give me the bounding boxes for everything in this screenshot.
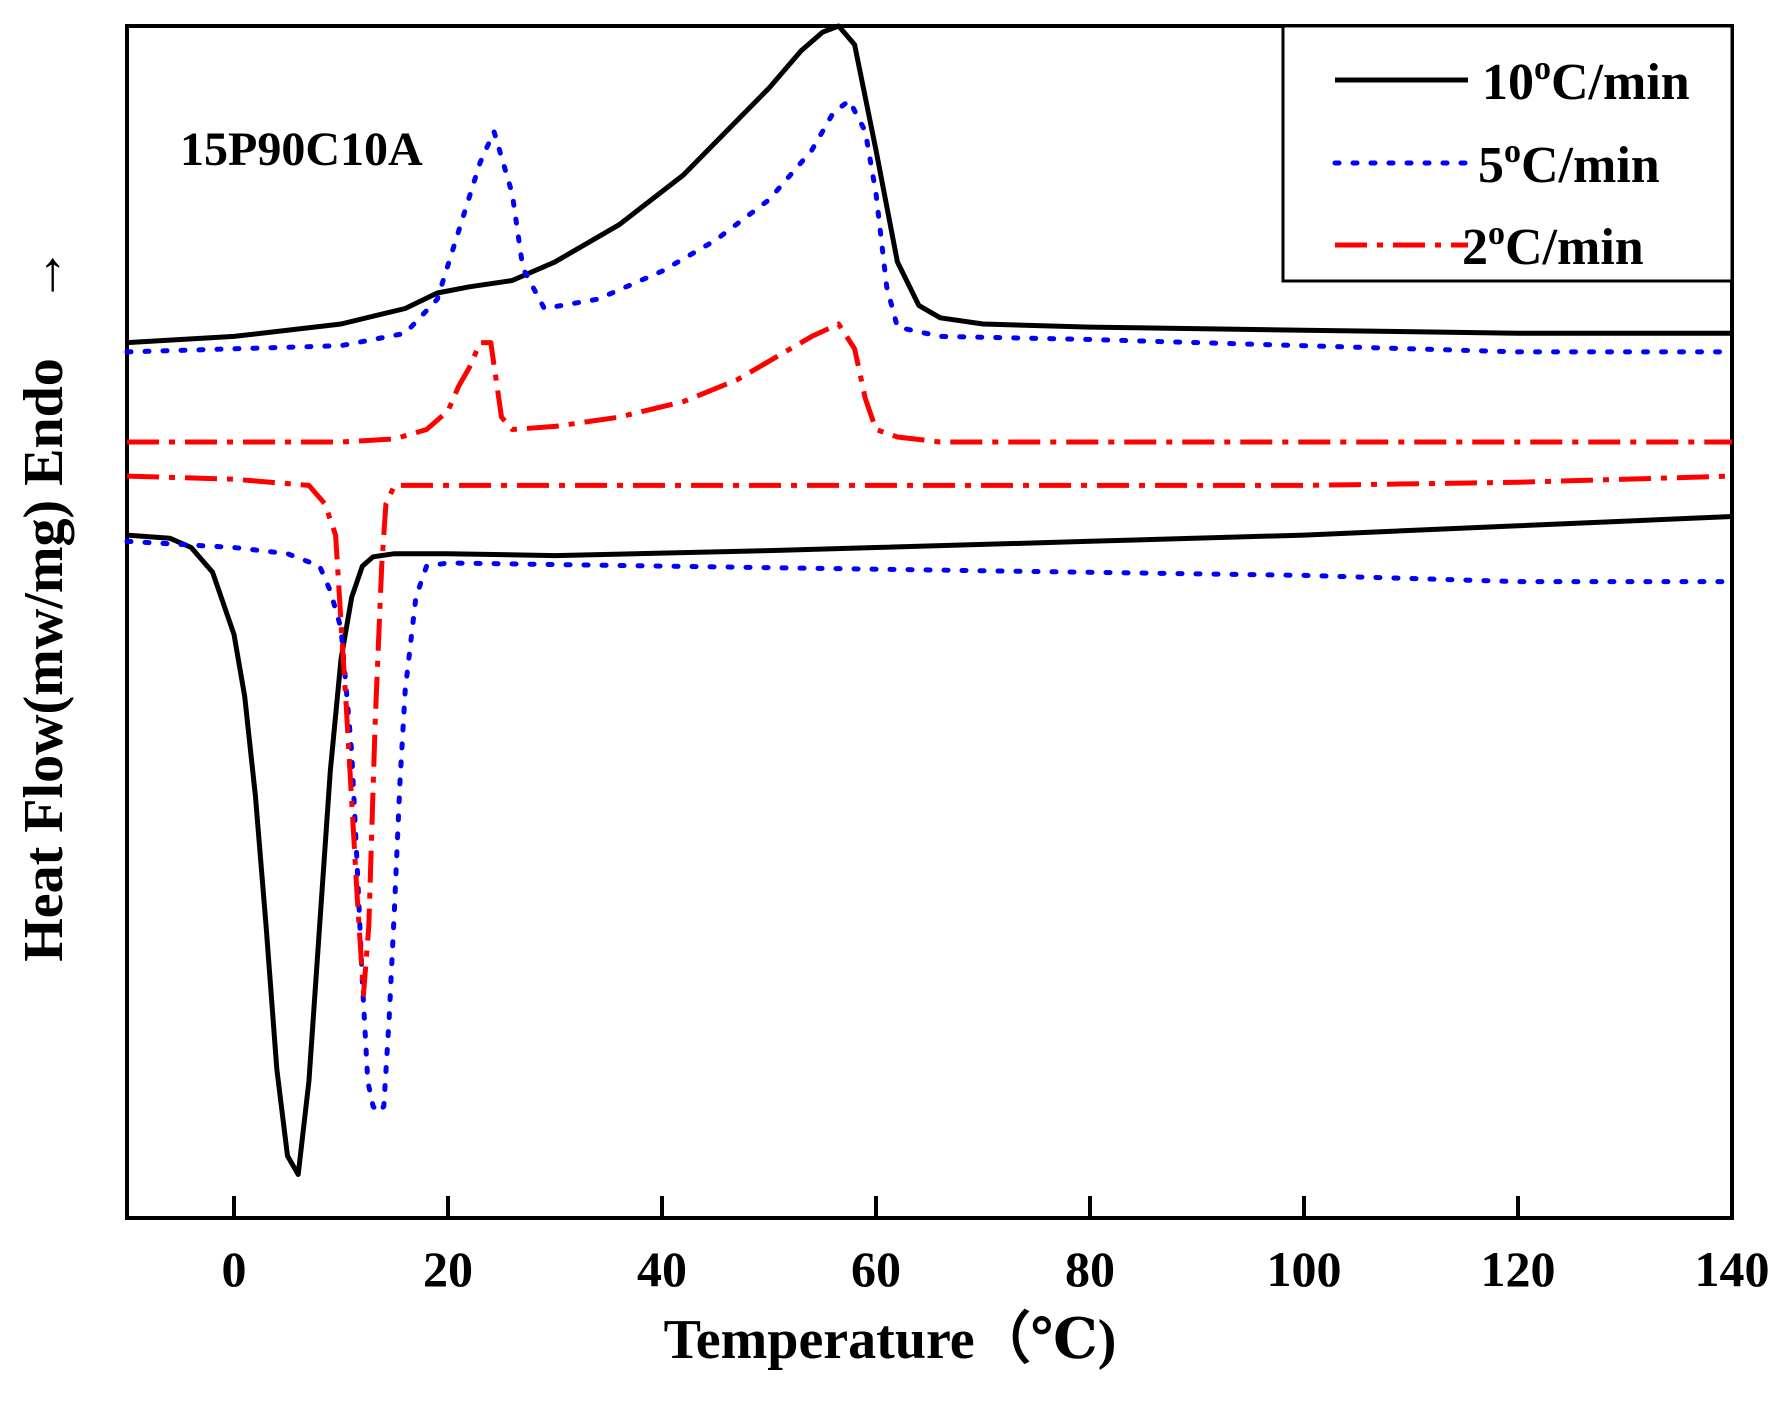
- series-0-cooling-line: [126, 514, 1733, 1177]
- y-axis-arrow-icon: →: [13, 247, 75, 303]
- legend-items: 10oC/min 5oC/min 2oC/min: [1332, 50, 1690, 276]
- legend-label-1: 5oC/min: [1478, 133, 1660, 194]
- x-tick-label: 60: [851, 1241, 901, 1297]
- plot-frame: [125, 24, 1734, 1220]
- legend-box: [1281, 24, 1734, 283]
- series-1-cooling-line: [124, 538, 1735, 1115]
- x-ticks: 0 20 40 60 80 100 120 140: [222, 1196, 1770, 1297]
- y-axis-title-group: Heat Flow(mw/mg) Endo →: [13, 247, 75, 962]
- x-tick-label: 20: [423, 1241, 473, 1297]
- x-tick-label: 140: [1695, 1241, 1770, 1297]
- x-tick-label: 0: [222, 1241, 247, 1297]
- y-axis-title: Heat Flow(mw/mg) Endo: [13, 358, 75, 962]
- series-layer: [124, 23, 1735, 1177]
- series-1-heating-line: [124, 98, 1735, 355]
- sample-annotation: 15P90C10A: [180, 123, 423, 176]
- x-tick-label: 120: [1481, 1241, 1556, 1297]
- x-axis-title: Temperature（℃): [664, 1308, 1117, 1371]
- legend-label-0: 10oC/min: [1482, 50, 1690, 111]
- legend: 10oC/min 5oC/min 2oC/min: [1281, 24, 1734, 283]
- series-2-cooling-line: [126, 473, 1733, 997]
- x-tick-label: 40: [637, 1241, 687, 1297]
- x-tick-label: 80: [1065, 1241, 1115, 1297]
- legend-label-2: 2oC/min: [1462, 215, 1644, 276]
- x-tick-label: 100: [1267, 1241, 1342, 1297]
- series-2-heating-line: [127, 321, 1732, 445]
- series-0-heating-line: [126, 23, 1732, 346]
